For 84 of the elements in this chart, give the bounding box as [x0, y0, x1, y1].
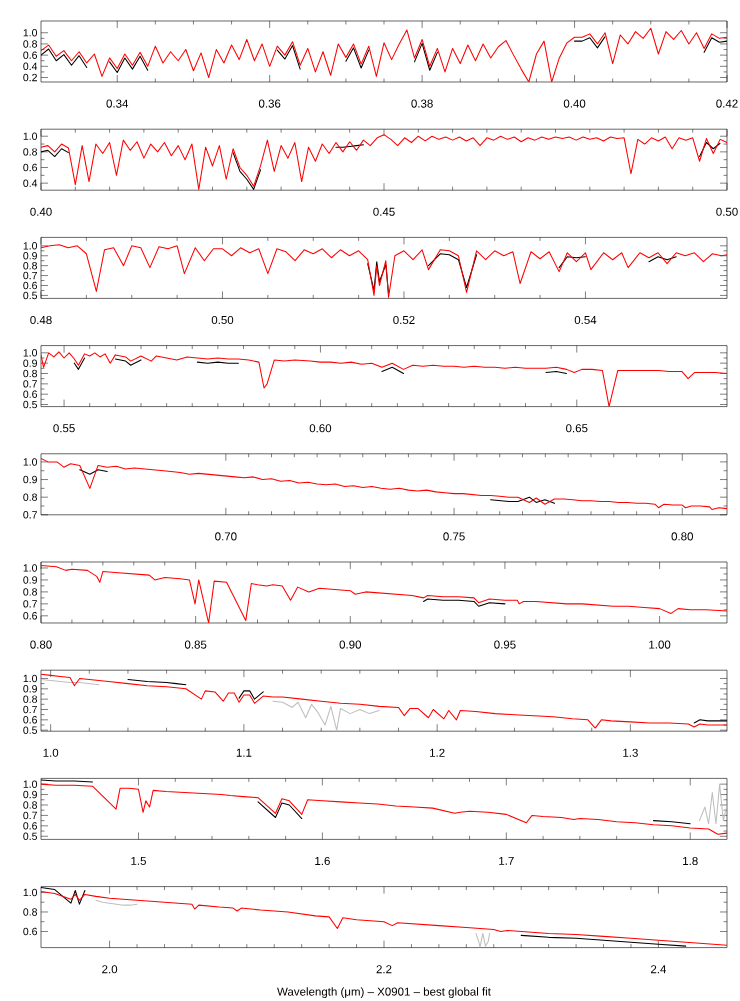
y-tick-label: 0.5: [23, 726, 38, 734]
y-tick-label: 1.0: [23, 674, 38, 683]
y-tick-label: 1.0: [23, 349, 38, 357]
x-tick-label: 0.40: [30, 207, 52, 216]
x-tick-label: 0.48: [30, 315, 52, 325]
y-tick-label: 0.8: [23, 493, 38, 501]
x-tick-label: 2.4: [650, 965, 667, 974]
x-tick-label: 0.55: [53, 424, 75, 433]
x-tick-label: 1.3: [623, 748, 638, 757]
y-tick-label: 0.9: [23, 475, 37, 484]
x-tick-label: 0.80: [671, 532, 694, 541]
y-tick-label: 1.0: [23, 242, 38, 250]
x-tick-label: 1.1: [236, 748, 252, 757]
y-tick-label: 0.2: [23, 73, 37, 82]
x-tick-label: 2.0: [102, 965, 118, 974]
y-tick-label: 0.8: [23, 801, 38, 809]
x-tick-label: 0.38: [411, 99, 433, 108]
y-tick-label: 0.8: [23, 695, 38, 703]
x-tick-label: 1.6: [315, 856, 330, 866]
y-tick-label: 0.7: [23, 380, 37, 388]
x-tick-label: 1.7: [499, 856, 514, 865]
y-tick-label: 0.6: [23, 716, 38, 724]
y-tick-label: 0.8: [23, 369, 38, 378]
x-tick-label: 0.42: [716, 99, 738, 108]
y-tick-label: 0.7: [23, 705, 37, 714]
x-tick-label: 0.54: [574, 315, 597, 325]
x-tick-label: 0.60: [309, 424, 332, 433]
y-tick-label: 0.5: [23, 400, 38, 409]
x-tick-label: 0.75: [443, 532, 465, 541]
line-series: [41, 673, 727, 729]
y-tick-label: 0.6: [23, 612, 38, 620]
y-tick-label: 1.0: [23, 780, 38, 788]
y-tick-label: 0.6: [23, 51, 38, 59]
x-tick-label: 0.52: [393, 315, 415, 325]
x-tick-label: 1.00: [649, 640, 671, 649]
x-tick-label: 0.50: [716, 207, 738, 216]
y-tick-label: 0.4: [23, 62, 38, 71]
x-axis-title: Wavelength (μm) – X0901 – best global fit: [277, 987, 491, 998]
y-tick-label: 0.8: [23, 588, 38, 596]
y-tick-label: 0.9: [23, 576, 37, 584]
x-tick-label: 0.90: [339, 640, 362, 649]
x-tick-label: 1.8: [683, 856, 698, 866]
y-tick-label: 0.7: [23, 511, 37, 519]
y-tick-label: 0.7: [23, 271, 37, 280]
y-tick-label: 0.6: [23, 390, 38, 398]
y-tick-label: 0.9: [23, 359, 37, 367]
x-tick-label: 0.70: [215, 532, 237, 541]
y-tick-label: 1.0: [23, 132, 38, 140]
x-tick-label: 0.45: [373, 207, 395, 216]
line-series: [423, 598, 506, 607]
y-tick-label: 0.6: [23, 927, 38, 936]
y-tick-label: 0.5: [23, 832, 38, 840]
y-tick-label: 1.0: [23, 888, 38, 897]
y-tick-label: 0.7: [23, 600, 37, 608]
x-tick-label: 0.36: [258, 99, 281, 108]
line-series: [41, 27, 727, 82]
y-tick-label: 0.4: [23, 179, 38, 187]
y-tick-label: 0.9: [23, 790, 37, 799]
y-tick-label: 1.0: [23, 458, 38, 466]
x-tick-label: 0.65: [566, 424, 588, 433]
x-tick-label: 0.80: [30, 640, 52, 649]
y-tick-label: 1.0: [23, 29, 38, 37]
x-tick-label: 0.40: [563, 99, 586, 108]
x-tick-label: 0.85: [184, 640, 207, 649]
x-tick-label: 1.5: [131, 856, 146, 865]
x-tick-label: 0.50: [211, 315, 234, 325]
x-tick-label: 0.95: [494, 640, 516, 649]
y-tick-label: 0.8: [23, 908, 38, 916]
x-tick-label: 1.2: [430, 748, 445, 757]
y-tick-label: 0.6: [23, 822, 38, 830]
x-tick-label: 0.34: [106, 99, 129, 108]
x-tick-label: 2.2: [376, 965, 392, 974]
line-series: [698, 783, 727, 825]
y-tick-label: 0.8: [23, 40, 38, 48]
y-tick-label: 0.9: [23, 685, 37, 693]
y-tick-label: 0.7: [23, 811, 37, 820]
y-tick-label: 0.5: [23, 291, 38, 300]
x-tick-label: 1.0: [43, 748, 59, 757]
y-tick-label: 1.0: [23, 564, 38, 572]
y-tick-label: 0.6: [23, 281, 38, 290]
y-tick-label: 0.8: [23, 148, 38, 156]
y-tick-label: 0.8: [23, 261, 38, 270]
y-tick-label: 0.6: [23, 163, 38, 172]
y-tick-label: 0.9: [23, 252, 37, 260]
